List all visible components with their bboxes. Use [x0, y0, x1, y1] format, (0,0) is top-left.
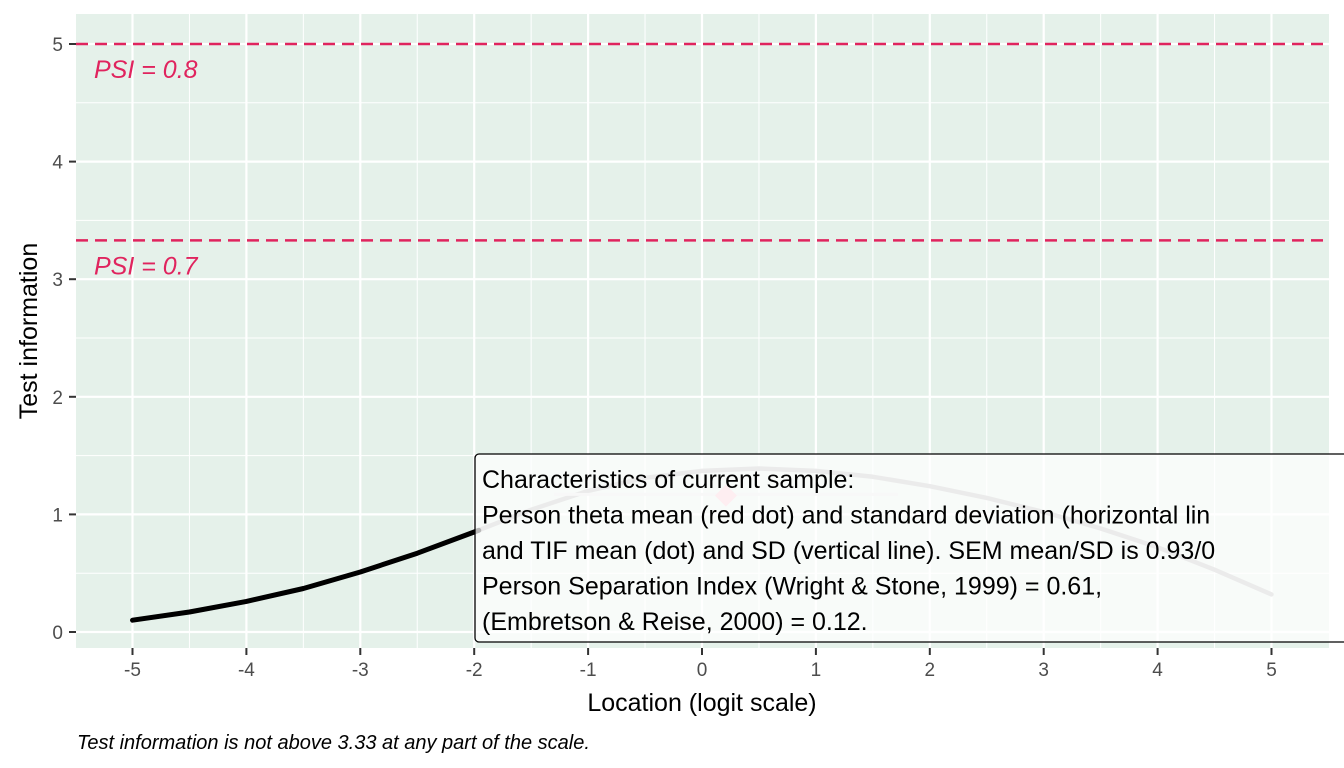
x-tick-label: -5: [124, 660, 141, 681]
psi-reference-label-1: PSI = 0.7: [94, 252, 199, 280]
y-tick-label: 2: [52, 388, 63, 409]
x-tick-label: 0: [697, 660, 708, 681]
annotation-line-0: Characteristics of current sample:: [482, 466, 854, 494]
sample-annotation: Characteristics of current sample: Person…: [474, 453, 1344, 643]
y-tick-label: 3: [52, 270, 63, 291]
y-axis: 0 1 2 3 4 5: [52, 35, 76, 644]
x-tick-label: 1: [811, 660, 822, 681]
x-tick-label: -4: [238, 660, 255, 681]
y-tick-label: 1: [52, 505, 63, 526]
x-tick-label: -1: [580, 660, 597, 681]
annotation-line-2: and TIF mean (dot) and SD (vertical line…: [482, 537, 1215, 565]
y-tick-label: 0: [52, 623, 63, 644]
x-axis: -5 -4 -3 -2 -1 0 1 2 3 4 5: [124, 648, 1277, 681]
x-axis-title: Location (logit scale): [587, 689, 816, 717]
psi-reference-label-0: PSI = 0.8: [94, 56, 198, 84]
x-tick-label: -3: [352, 660, 369, 681]
annotation-line-4: (Embretson & Reise, 2000) = 0.12.: [482, 608, 868, 636]
x-tick-label: 4: [1152, 660, 1163, 681]
y-tick-label: 5: [52, 35, 63, 56]
reference-lines: PSI = 0.8 PSI = 0.7: [76, 42, 1329, 280]
y-axis-title: Test information: [15, 243, 43, 419]
information-curve-sample-range: [130, 527, 482, 623]
x-tick-label: 3: [1038, 660, 1049, 681]
x-tick-label: 2: [925, 660, 936, 681]
y-tick-label: 4: [52, 153, 63, 174]
annotation-line-1: Person theta mean (red dot) and standard…: [482, 502, 1210, 530]
chart-caption: Test information is not above 3.33 at an…: [77, 732, 590, 754]
annotation-line-3: Person Separation Index (Wright & Stone,…: [482, 573, 1102, 601]
x-tick-label: -2: [466, 660, 483, 681]
x-tick-label: 5: [1266, 660, 1277, 681]
annotation-box: [474, 453, 1344, 643]
